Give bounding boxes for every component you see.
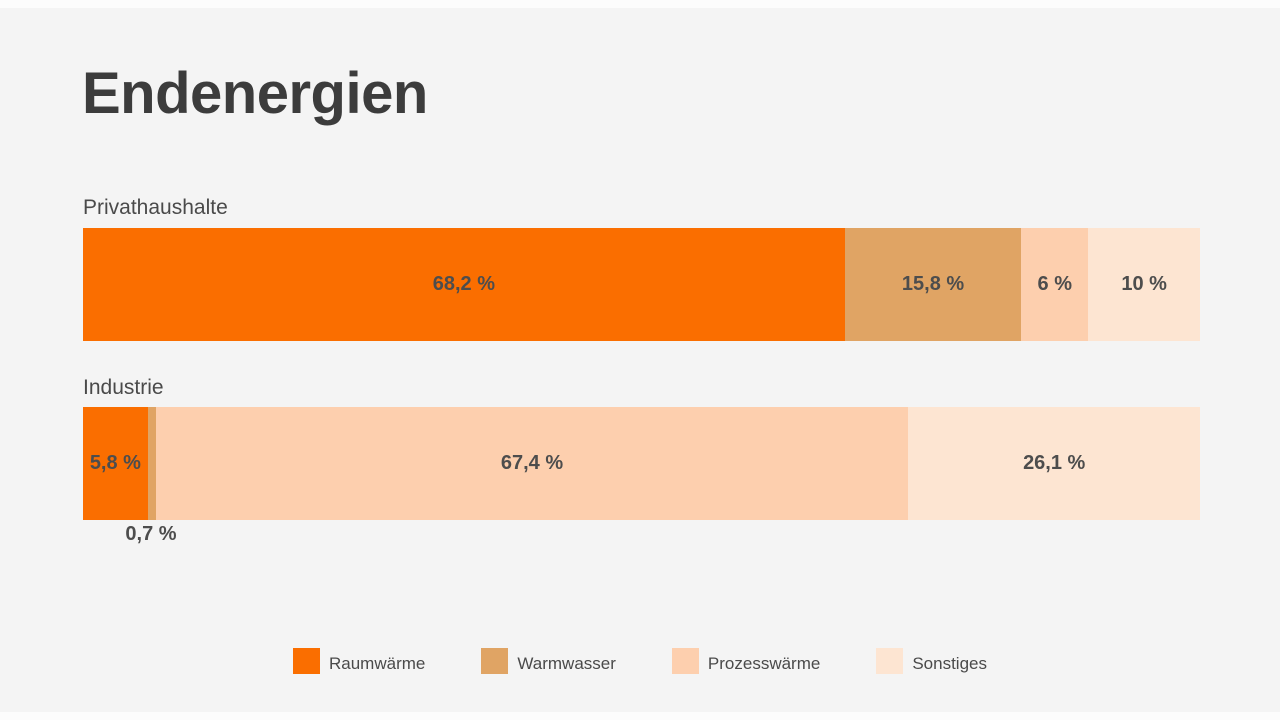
legend-item-sonstiges: Sonstiges	[876, 648, 987, 674]
legend-label: Prozesswärme	[707, 654, 821, 673]
stacked-bar-privathaushalte: 68,2 % 15,8 % 6 % 10 %	[83, 228, 1200, 341]
segment-value-label: 15,8 %	[901, 273, 965, 295]
segment-value-label: 26,1 %	[1023, 452, 1086, 474]
bar-segment-prozesswaerme: 67,4 %	[155, 407, 909, 520]
segment-value-label-below-bar: 0,7 %	[125, 523, 177, 545]
bar-segment-prozesswaerme: 6 %	[1021, 228, 1089, 341]
legend-item-prozesswaerme: Prozesswärme	[671, 648, 821, 674]
bar-segment-sonstiges: 26,1 %	[908, 407, 1200, 520]
bar-label-privathaushalte: Privathaushalte	[83, 196, 228, 219]
segment-value-label: 67,4 %	[500, 452, 564, 474]
bottom-edge-strip	[0, 712, 1280, 720]
legend-swatch-warmwasser	[481, 648, 509, 674]
legend-swatch-sonstiges	[876, 648, 904, 674]
legend-swatch-raumwaerme	[293, 648, 320, 674]
bar-segment-raumwaerme: 5,8 %	[83, 407, 148, 520]
legend-label: Raumwärme	[329, 654, 426, 673]
legend-item-raumwaerme: Raumwärme	[293, 648, 425, 674]
bar-label-industrie: Industrie	[83, 376, 164, 399]
legend-item-warmwasser: Warmwasser	[481, 648, 616, 674]
segment-value-label: 5,8 %	[89, 452, 141, 474]
segment-value-label: 6 %	[1037, 273, 1072, 295]
legend: Raumwärme Warmwasser Prozesswärme Sonsti…	[0, 648, 1280, 674]
legend-swatch-prozesswaerme	[671, 648, 699, 674]
page-title: Endenergien	[82, 61, 428, 126]
bar-segment-warmwasser	[147, 407, 156, 520]
bar-segment-raumwaerme: 68,2 %	[83, 228, 845, 341]
stacked-bar-industrie: 5,8 % 67,4 % 26,1 %	[83, 407, 1200, 520]
segment-value-label: 68,2 %	[432, 273, 496, 295]
top-edge-strip	[0, 0, 1280, 8]
segment-value-label: 10 %	[1121, 273, 1167, 295]
legend-label: Warmwasser	[517, 654, 616, 673]
bar-segment-sonstiges: 10 %	[1088, 228, 1200, 341]
bar-segment-warmwasser: 15,8 %	[844, 228, 1022, 341]
legend-label: Sonstiges	[912, 654, 987, 673]
